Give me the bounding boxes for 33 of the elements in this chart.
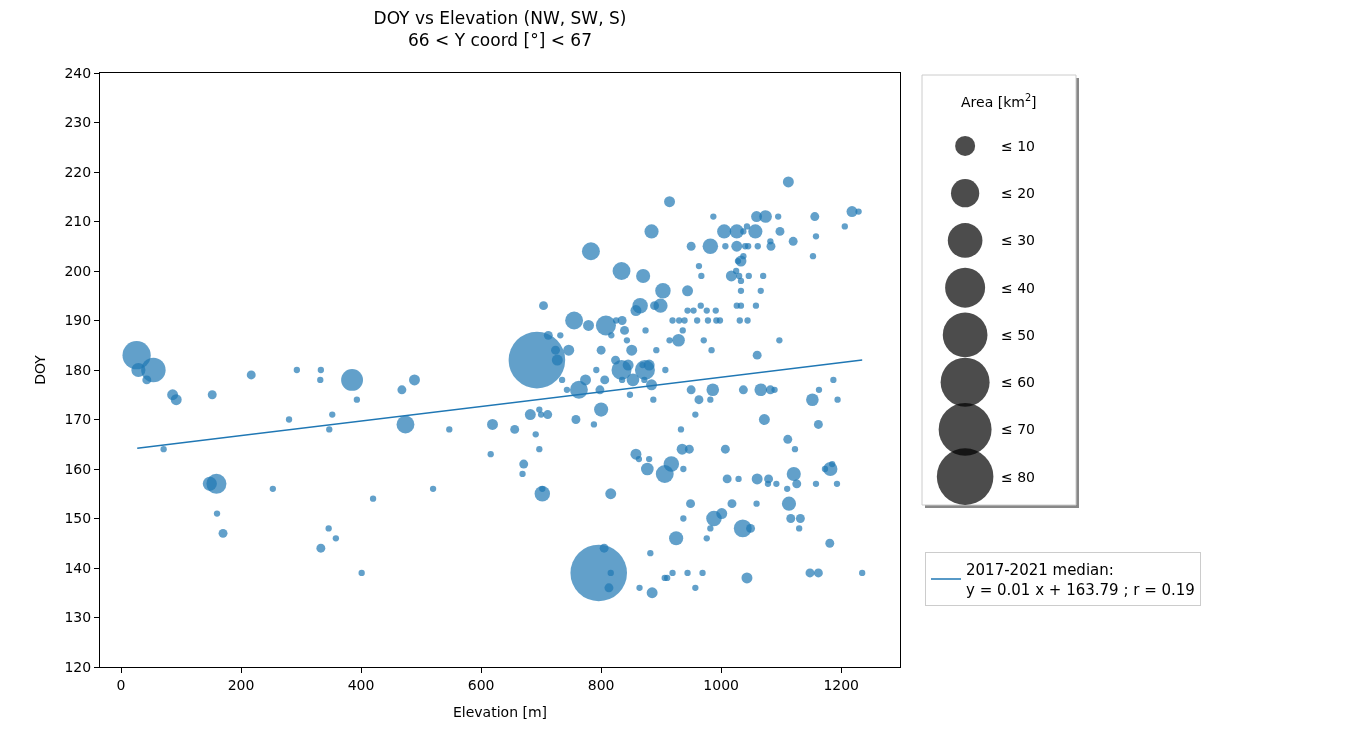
x-axis-title: Elevation [m] — [452, 704, 548, 721]
legend-label: ≤ 20 — [1001, 185, 1035, 201]
y-tick-label: 150 — [64, 510, 92, 527]
x-tick-label: 0 — [116, 676, 126, 693]
y-tick-label: 200 — [64, 262, 92, 279]
legend-label: ≤ 30 — [1001, 232, 1035, 248]
chart-title: DOY vs Elevation (NW, SW, S) 66 < Y coord [°] < 67 — [373, 8, 627, 51]
y-tick-label: 120 — [64, 658, 92, 675]
x-tick-label: 200 — [227, 676, 255, 693]
y-tick-label: 130 — [64, 609, 92, 626]
y-tick-label: 240 — [64, 64, 92, 81]
x-tick-label: 600 — [467, 676, 495, 693]
x-tick-label: 800 — [587, 676, 615, 693]
legend-label: ≤ 60 — [1001, 374, 1035, 390]
y-tick-label: 230 — [64, 114, 92, 131]
y-tick-label: 180 — [64, 361, 92, 378]
y-tick-label: 190 — [64, 312, 92, 329]
legend-label: ≤ 70 — [1001, 421, 1035, 437]
y-axis-title: DOY — [32, 354, 49, 385]
y-tick-label: 160 — [64, 460, 92, 477]
legend-label: ≤ 40 — [1001, 280, 1035, 296]
y-tick-label: 140 — [64, 559, 92, 576]
legend-label: 2017-2021 median: y = 0.01 x + 163.79 ; r = 0.19 — [966, 561, 1195, 599]
x-tick-label: 400 — [347, 676, 375, 693]
y-tick-label: 210 — [64, 213, 92, 230]
legend-label: ≤ 80 — [1001, 469, 1035, 485]
x-tick-label: 1200 — [823, 676, 860, 693]
legend-label: ≤ 50 — [1001, 327, 1035, 343]
y-tick-label: 170 — [64, 411, 92, 428]
legend-label: ≤ 10 — [1001, 138, 1035, 154]
legend-title: Area [km$^{2}$] — [961, 92, 1037, 110]
y-tick-label: 220 — [64, 163, 92, 180]
x-tick-label: 1000 — [703, 676, 739, 693]
